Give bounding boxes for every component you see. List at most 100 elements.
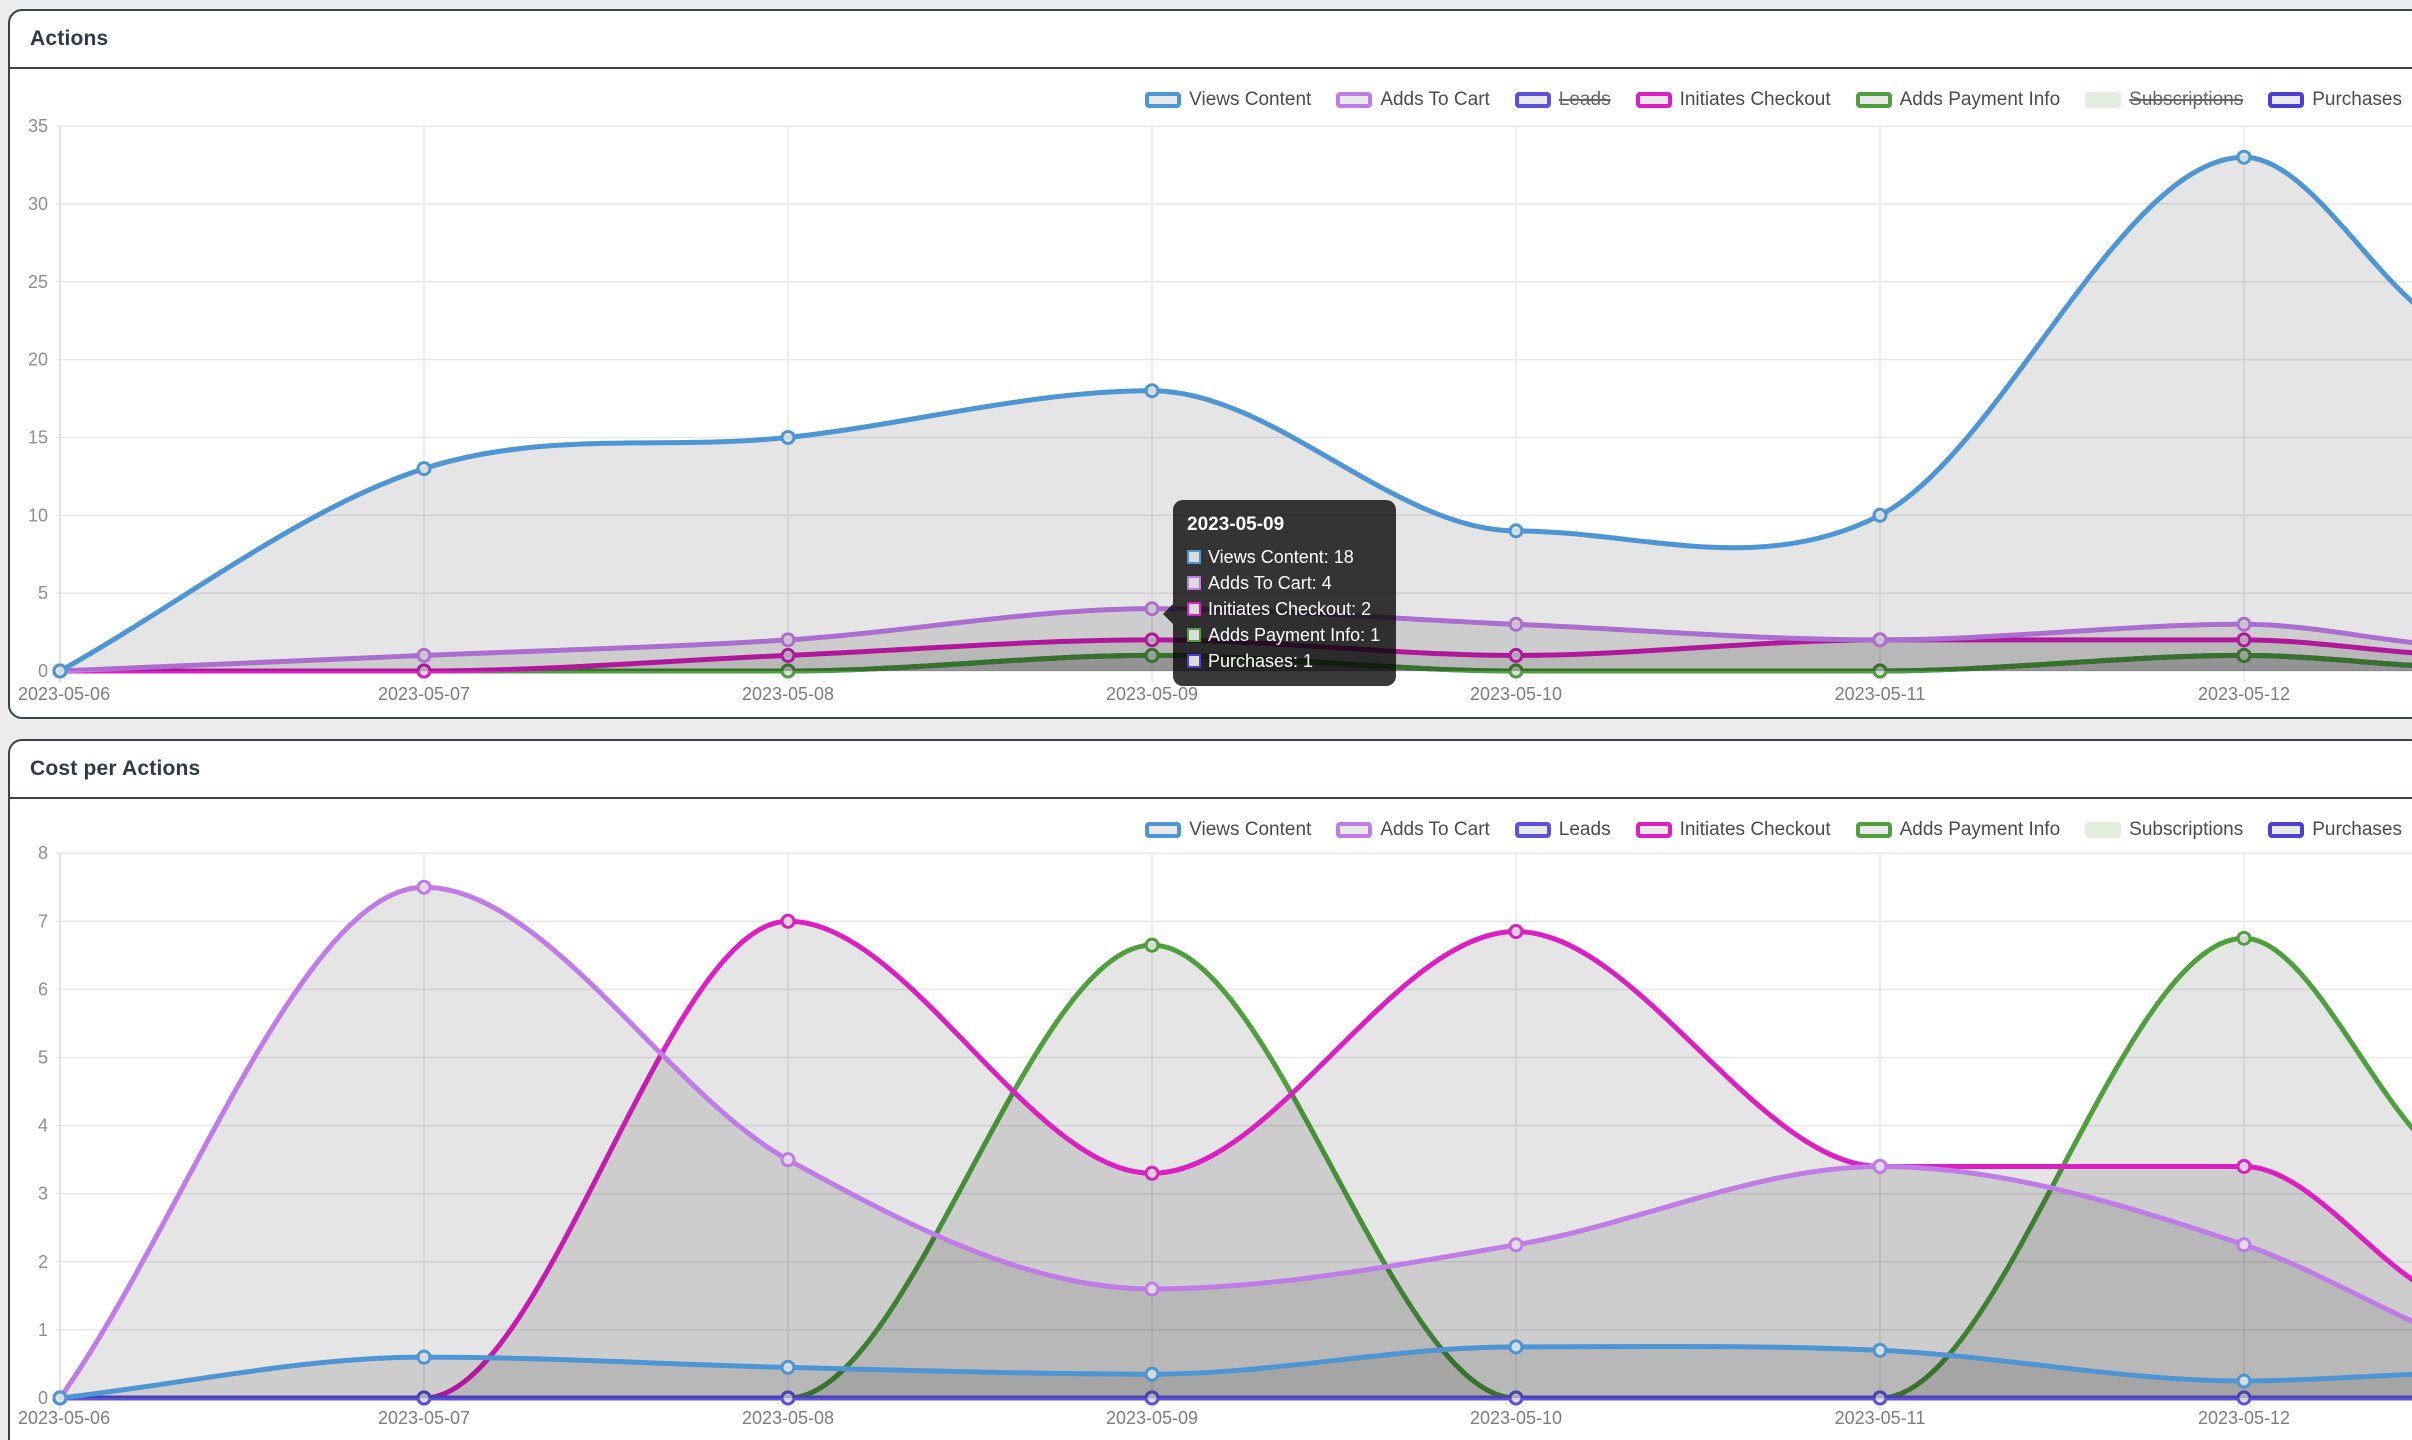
data-point[interactable] [416,647,432,663]
data-point[interactable] [780,632,796,648]
data-point[interactable] [416,461,432,477]
x-axis-tick-label: 2023-05-12 [2198,1408,2290,1428]
legend-item-subscriptions[interactable]: Subscriptions [2085,819,2243,841]
data-point[interactable] [1872,1342,1888,1358]
tooltip-swatch-icon [1187,550,1201,564]
data-point[interactable] [1872,663,1888,679]
data-point[interactable] [1144,383,1160,399]
legend-item-leads[interactable]: Leads [1514,89,1611,111]
data-point[interactable] [1872,1390,1888,1406]
legend-label: Subscriptions [2129,819,2244,840]
y-axis-tick-label: 1 [38,1320,48,1340]
data-point[interactable] [1872,1158,1888,1174]
x-axis-tick-label: 2023-05-06 [18,684,110,704]
x-axis-tick-label: 2023-05-07 [378,684,470,704]
cost-per-actions-legend: Views Content Adds To Cart Leads Initiates … [1145,819,2402,841]
legend-label: Leads [1558,89,1611,110]
legend-item-adds-to-cart[interactable]: Adds To Cart [1336,819,1490,841]
legend-item-initiates-checkout[interactable]: Initiates Checkout [1635,819,1831,841]
legend-label: Views Content [1189,89,1312,110]
data-point[interactable] [52,1390,68,1406]
y-axis-tick-label: 30 [28,194,48,214]
data-point[interactable] [1508,616,1524,632]
legend-item-leads[interactable]: Leads [1514,819,1611,841]
x-axis-tick-label: 2023-05-08 [742,1408,834,1428]
data-point[interactable] [780,913,796,929]
data-point[interactable] [1144,647,1160,663]
legend-label: Leads [1558,819,1611,840]
series-line [57,154,2412,674]
legend-item-subscriptions[interactable]: Subscriptions [2085,89,2243,111]
data-point[interactable] [1144,1390,1160,1406]
data-point[interactable] [780,647,796,663]
legend-item-purchases[interactable]: Purchases [2268,819,2402,841]
legend-swatch-icon [1336,92,1373,108]
data-point[interactable] [2236,930,2252,946]
legend-label: Adds Payment Info [1899,819,2061,840]
legend-item-purchases[interactable]: Purchases [2268,89,2402,111]
data-point[interactable] [2236,632,2252,648]
legend-swatch-icon [1514,92,1551,108]
data-point[interactable] [780,1390,796,1406]
legend-label: Adds Payment Info [1899,89,2061,110]
x-axis-tick-label: 2023-05-12 [2198,684,2290,704]
data-point[interactable] [780,663,796,679]
legend-swatch-icon [1145,92,1182,108]
data-point[interactable] [1144,1366,1160,1382]
y-axis-tick-label: 15 [28,427,48,447]
data-point[interactable] [2236,647,2252,663]
data-point[interactable] [780,1152,796,1168]
data-point[interactable] [2236,1373,2252,1389]
data-point[interactable] [1144,937,1160,953]
y-axis-tick-label: 8 [38,843,48,863]
tooltip-swatch-icon [1187,602,1201,616]
cost-per-actions-card: Cost per Actions Views Content Adds To Ca… [8,739,2412,1440]
data-point[interactable] [2236,1390,2252,1406]
data-point[interactable] [416,1390,432,1406]
data-point[interactable] [1508,647,1524,663]
data-point[interactable] [1144,1281,1160,1297]
data-point[interactable] [416,879,432,895]
legend-item-adds-payment-info[interactable]: Adds Payment Info [1855,819,2061,841]
series-area [60,157,2412,671]
data-point[interactable] [1872,632,1888,648]
data-point[interactable] [1144,632,1160,648]
legend-item-views-content[interactable]: Views Content [1145,89,1311,111]
data-point[interactable] [416,1349,432,1365]
data-point[interactable] [1144,1165,1160,1181]
series-area [60,887,2412,1398]
data-point[interactable] [1144,601,1160,617]
series-area [60,921,2412,1398]
tooltip-row: Initiates Checkout: 2 [1187,596,1380,622]
data-point[interactable] [416,663,432,679]
y-axis-tick-label: 5 [38,1048,48,1068]
data-point[interactable] [1508,1390,1524,1406]
data-point[interactable] [780,429,796,445]
data-point[interactable] [2236,1158,2252,1174]
legend-swatch-icon [2268,92,2305,108]
data-point[interactable] [52,663,68,679]
data-point[interactable] [2236,149,2252,165]
legend-item-adds-payment-info[interactable]: Adds Payment Info [1855,89,2061,111]
legend-item-adds-to-cart[interactable]: Adds To Cart [1336,89,1490,111]
tooltip-row: Purchases: 1 [1187,648,1380,674]
legend-swatch-icon [2085,822,2122,838]
tooltip-row: Adds To Cart: 4 [1187,570,1380,596]
data-point[interactable] [2236,616,2252,632]
data-point[interactable] [1872,507,1888,523]
legend-item-initiates-checkout[interactable]: Initiates Checkout [1635,89,1831,111]
legend-item-views-content[interactable]: Views Content [1145,819,1311,841]
legend-swatch-icon [1635,822,1672,838]
data-point[interactable] [1508,1339,1524,1355]
y-axis-tick-label: 5 [38,583,48,603]
data-point[interactable] [1508,523,1524,539]
data-point[interactable] [1508,663,1524,679]
data-point[interactable] [780,1359,796,1375]
actions-legend: Views Content Adds To Cart Leads Initiates … [1145,89,2402,111]
cost-per-actions-chart-canvas[interactable]: 0 1 2 3 4 5 6 7 8 2023-05-06 2023-05-07 2023-05-08 2… [10,741,2412,1440]
series-line [57,884,2412,1401]
data-point[interactable] [1508,1237,1524,1253]
data-point[interactable] [1508,924,1524,940]
data-point[interactable] [2236,1237,2252,1253]
x-axis-tick-label: 2023-05-09 [1106,1408,1198,1428]
